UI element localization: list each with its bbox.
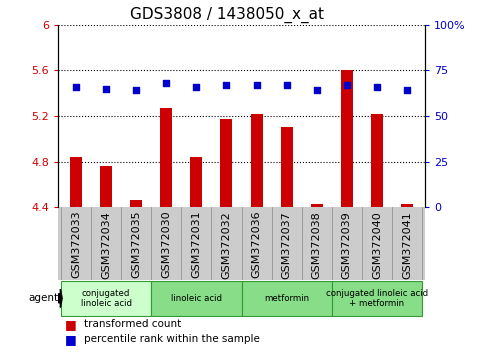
Bar: [61, 281, 151, 316]
Bar: [251, 114, 263, 207]
Point: [283, 82, 290, 88]
Text: GSM372033: GSM372033: [71, 211, 81, 278]
Text: transformed count: transformed count: [84, 319, 181, 329]
Point: [193, 84, 200, 90]
Text: ■: ■: [65, 333, 77, 346]
Bar: [341, 70, 353, 207]
Text: GDS3808 / 1438050_x_at: GDS3808 / 1438050_x_at: [130, 7, 324, 23]
Text: GSM372038: GSM372038: [312, 211, 322, 279]
Bar: [130, 200, 142, 207]
Point: [162, 80, 170, 86]
Text: GSM372040: GSM372040: [372, 211, 382, 279]
Text: GSM372030: GSM372030: [161, 211, 171, 278]
Text: conjugated
linoleic acid: conjugated linoleic acid: [81, 289, 131, 308]
Text: GSM372041: GSM372041: [402, 211, 412, 279]
Text: GSM372037: GSM372037: [282, 211, 292, 279]
Text: percentile rank within the sample: percentile rank within the sample: [84, 334, 259, 344]
Point: [403, 87, 411, 93]
Point: [72, 84, 80, 90]
Text: GSM372034: GSM372034: [101, 211, 111, 279]
Point: [253, 82, 260, 88]
Point: [102, 86, 110, 91]
Bar: [242, 281, 332, 316]
Text: conjugated linoleic acid
+ metformin: conjugated linoleic acid + metformin: [326, 289, 428, 308]
Point: [343, 82, 351, 88]
Text: ■: ■: [65, 318, 77, 331]
Bar: [190, 157, 202, 207]
Text: linoleic acid: linoleic acid: [171, 294, 222, 303]
Bar: [371, 114, 383, 207]
Text: GSM372035: GSM372035: [131, 211, 141, 278]
Text: GSM372039: GSM372039: [342, 211, 352, 279]
Bar: [220, 119, 232, 207]
Text: GSM372036: GSM372036: [252, 211, 261, 278]
Text: GSM372032: GSM372032: [222, 211, 231, 279]
Point: [132, 87, 140, 93]
Text: GSM372031: GSM372031: [191, 211, 201, 278]
Bar: [100, 166, 112, 207]
Point: [223, 82, 230, 88]
Bar: [311, 204, 323, 207]
Bar: [332, 281, 422, 316]
Bar: [151, 281, 242, 316]
FancyArrow shape: [58, 289, 62, 307]
Text: agent: agent: [28, 293, 58, 303]
Point: [373, 84, 381, 90]
Bar: [160, 108, 172, 207]
Bar: [70, 157, 82, 207]
Point: [313, 87, 321, 93]
Bar: [401, 204, 413, 207]
Bar: [281, 127, 293, 207]
Text: metformin: metformin: [264, 294, 309, 303]
